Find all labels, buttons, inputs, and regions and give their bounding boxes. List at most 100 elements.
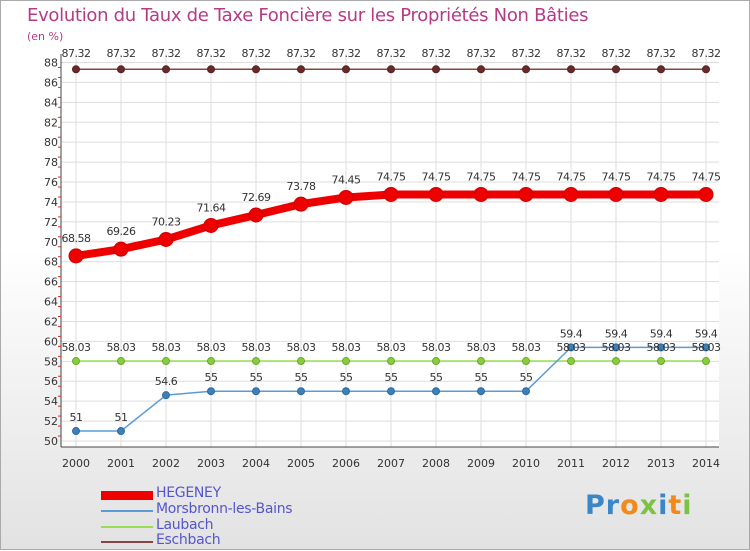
x-tick-label: 2001 bbox=[107, 457, 135, 470]
legend-swatch-eschbach bbox=[101, 541, 153, 543]
data-label: 55 bbox=[475, 371, 488, 384]
data-point bbox=[702, 357, 710, 366]
y-tick-label: 60 bbox=[44, 335, 58, 348]
y-tick-label: 72 bbox=[44, 216, 58, 229]
data-point bbox=[518, 186, 534, 202]
logo-letter: r bbox=[605, 490, 621, 521]
x-tick-label: 2002 bbox=[152, 457, 180, 470]
y-tick-label: 70 bbox=[44, 236, 58, 249]
legend-swatch-hegeney bbox=[101, 491, 153, 500]
x-tick-label: 2010 bbox=[512, 457, 540, 470]
data-label: 55 bbox=[340, 371, 353, 384]
data-point bbox=[338, 189, 354, 205]
data-point bbox=[68, 248, 84, 264]
data-label: 58.03 bbox=[197, 341, 226, 354]
data-point bbox=[203, 217, 219, 233]
data-label: 72.69 bbox=[242, 191, 271, 204]
data-label: 87.32 bbox=[242, 47, 271, 60]
data-point bbox=[252, 357, 260, 366]
y-tick-label: 56 bbox=[44, 375, 58, 388]
data-label: 59.4 bbox=[650, 327, 673, 340]
logo-letter: x bbox=[639, 490, 659, 521]
data-label: 55 bbox=[205, 371, 218, 384]
data-label: 59.4 bbox=[560, 327, 583, 340]
y-tick-label: 74 bbox=[44, 196, 58, 209]
data-label: 58.03 bbox=[242, 341, 271, 354]
x-tick-label: 2000 bbox=[62, 457, 90, 470]
data-point bbox=[432, 65, 440, 74]
logo-letter: o bbox=[620, 490, 640, 521]
data-point bbox=[72, 65, 80, 74]
y-tick-label: 86 bbox=[44, 76, 58, 89]
data-label: 55 bbox=[385, 371, 398, 384]
data-point bbox=[342, 387, 350, 396]
data-label: 58.03 bbox=[512, 341, 541, 354]
x-tick-label: 2005 bbox=[287, 457, 315, 470]
data-label: 87.32 bbox=[422, 47, 451, 60]
data-label: 58.03 bbox=[467, 341, 496, 354]
data-point bbox=[158, 231, 174, 247]
data-label: 74.75 bbox=[422, 170, 451, 183]
y-tick-label: 54 bbox=[44, 395, 58, 408]
data-label: 74.75 bbox=[377, 170, 406, 183]
data-point bbox=[653, 186, 669, 202]
data-label: 74.75 bbox=[557, 170, 586, 183]
y-axis-unit-label: (en %) bbox=[27, 30, 64, 43]
data-point bbox=[72, 357, 80, 366]
data-point bbox=[117, 357, 125, 366]
y-tick-label: 82 bbox=[44, 116, 58, 129]
data-label: 87.32 bbox=[107, 47, 136, 60]
data-label: 58.03 bbox=[557, 341, 586, 354]
x-tick-label: 2004 bbox=[242, 457, 270, 470]
x-tick-label: 2009 bbox=[467, 457, 495, 470]
data-point bbox=[522, 387, 530, 396]
data-label: 58.03 bbox=[287, 341, 316, 354]
data-label: 51 bbox=[70, 411, 83, 424]
data-label: 55 bbox=[520, 371, 533, 384]
y-tick-label: 62 bbox=[44, 315, 58, 328]
data-point bbox=[698, 186, 714, 202]
data-label: 87.32 bbox=[197, 47, 226, 60]
data-label: 58.03 bbox=[62, 341, 91, 354]
data-label: 51 bbox=[115, 411, 128, 424]
data-point bbox=[207, 65, 215, 74]
data-label: 55 bbox=[295, 371, 308, 384]
data-label: 58.03 bbox=[377, 341, 406, 354]
data-point bbox=[567, 343, 575, 352]
data-label: 87.32 bbox=[647, 47, 676, 60]
logo-letter: P bbox=[585, 490, 606, 521]
data-point bbox=[72, 427, 80, 436]
x-tick-label: 2013 bbox=[647, 457, 675, 470]
legend-label-morsbronn: Morsbronn-les-Bains bbox=[156, 501, 293, 517]
data-point bbox=[248, 207, 264, 223]
y-tick-label: 64 bbox=[44, 296, 58, 309]
data-label: 87.32 bbox=[692, 47, 721, 60]
data-label: 87.32 bbox=[152, 47, 181, 60]
data-point bbox=[477, 65, 485, 74]
legend-label-laubach: Laubach bbox=[156, 517, 214, 533]
data-label: 74.75 bbox=[692, 170, 721, 183]
data-point bbox=[428, 186, 444, 202]
y-tick-label: 88 bbox=[44, 57, 58, 70]
legend-swatch-morsbronn bbox=[101, 510, 153, 512]
y-tick-label: 78 bbox=[44, 156, 58, 169]
data-label: 87.32 bbox=[602, 47, 631, 60]
data-point bbox=[207, 387, 215, 396]
x-tick-label: 2003 bbox=[197, 457, 225, 470]
data-point bbox=[162, 391, 170, 400]
data-point bbox=[473, 186, 489, 202]
data-label: 74.75 bbox=[467, 170, 496, 183]
data-point bbox=[608, 186, 624, 202]
data-point bbox=[612, 343, 620, 352]
data-label: 58.03 bbox=[692, 341, 721, 354]
data-point bbox=[612, 65, 620, 74]
legend-label-hegeney: HEGENEY bbox=[156, 485, 221, 501]
y-tick-label: 58 bbox=[44, 355, 58, 368]
data-label: 87.32 bbox=[332, 47, 361, 60]
legend-swatch-laubach bbox=[101, 526, 153, 528]
data-label: 87.32 bbox=[287, 47, 316, 60]
x-tick-label: 2012 bbox=[602, 457, 630, 470]
data-label: 69.26 bbox=[107, 225, 136, 238]
